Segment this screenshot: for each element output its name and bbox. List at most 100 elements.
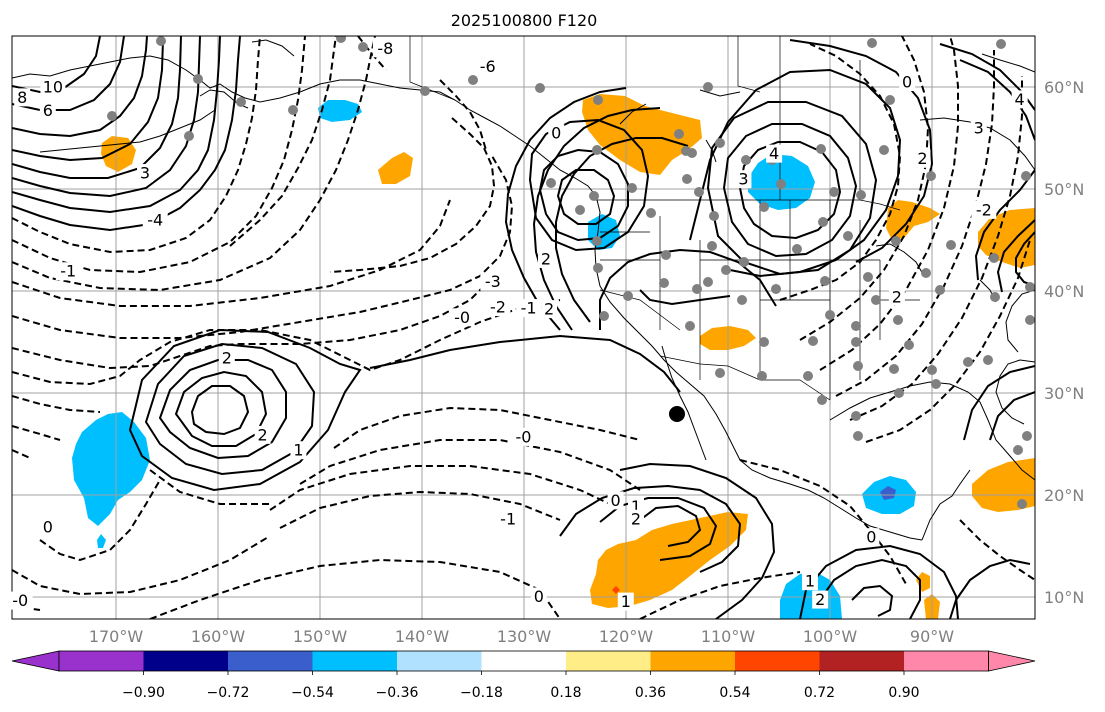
colorbar-under-extension [11, 650, 60, 672]
lon-tick-label: 160°W [191, 627, 246, 646]
contour-label: -8 [377, 39, 393, 58]
contour-label: -2 [976, 200, 992, 219]
lon-tick-label: 90°W [910, 627, 954, 646]
contour-label-background [372, 39, 398, 58]
contour-label-background [888, 287, 905, 306]
contour-label-background [971, 200, 997, 219]
lat-tick-label: 50°N [1044, 180, 1084, 199]
colorbar-segment [59, 651, 144, 671]
lat-tick-label: 60°N [1044, 78, 1084, 97]
colorbar-segment [143, 651, 228, 671]
contour-label: 1 [805, 572, 815, 591]
contour-label: 3 [974, 119, 984, 138]
contour-label: -1 [60, 262, 76, 281]
contour-label: 2 [917, 149, 927, 168]
colorbar-tick-label: −0.72 [207, 685, 250, 701]
contour-label-background [516, 299, 542, 318]
contour-label: 0 [610, 491, 620, 510]
contour-label: 2 [544, 300, 554, 319]
contour-label: 10 [43, 78, 63, 97]
contour-label-background [7, 591, 33, 610]
contour-label: 2 [258, 425, 268, 444]
colorbar-segment [904, 651, 989, 671]
contour-label: 2 [892, 287, 902, 306]
contour-label-background [290, 441, 307, 460]
contour-label-background [449, 308, 475, 327]
contour-label-background [801, 572, 818, 591]
colorbar-over-extension [988, 650, 1036, 672]
contour-label-background [475, 57, 501, 76]
contour-label-background [530, 587, 547, 606]
colorbar-segment [819, 651, 904, 671]
contour-label: 2 [222, 349, 232, 368]
lon-tick-label: 130°W [497, 627, 552, 646]
contour-label-background [39, 517, 56, 536]
political-borders [409, 36, 920, 401]
contour-label-background [1011, 90, 1028, 109]
contour-label-background [55, 262, 81, 281]
map-panel [12, 36, 1035, 619]
contour-label: 4 [1015, 90, 1025, 109]
lon-tick-label: 100°W [803, 627, 858, 646]
lat-tick-label: 20°N [1044, 486, 1084, 505]
colorbar-tick-label: −0.54 [291, 685, 334, 701]
contour-label: -4 [147, 211, 163, 230]
colorbar-tick-label: 0.72 [804, 685, 835, 701]
contour-label: 2 [541, 249, 551, 268]
lon-tick-label: 140°W [395, 627, 450, 646]
contour-label: -0 [12, 591, 28, 610]
contour-label-background [39, 101, 56, 120]
contour-label-background [607, 491, 624, 510]
contour-label: -0 [516, 427, 532, 446]
contour-label: 6 [43, 101, 53, 120]
contour-label-background [14, 88, 31, 107]
contour-label-background [136, 164, 153, 183]
contour-label-background [617, 592, 634, 611]
contour-label-background [218, 349, 235, 368]
contour-label-background [511, 427, 536, 446]
contour-label-background [735, 170, 752, 189]
contour-label-background [863, 528, 880, 547]
longitude-axis: 170°W 160°W 150°W 140°W 130°W 120°W 110°… [89, 627, 954, 646]
colorbar-tick-label: 0.90 [888, 685, 919, 701]
lat-tick-label: 40°N [1044, 282, 1084, 301]
colorbar: −0.90 −0.72 −0.54 −0.36 −0.18 0.18 0.36 … [11, 650, 1036, 701]
contour-label-background [142, 211, 168, 230]
lon-tick-label: 170°W [89, 627, 144, 646]
contour-label: 4 [769, 144, 779, 163]
contour-label: 0 [866, 528, 876, 547]
contour-label-background [485, 298, 511, 317]
contour-label-background [40, 78, 66, 97]
latitude-axis: 60°N 50°N 40°N 30°N 20°N 10°N [1044, 78, 1084, 607]
location-marker [669, 406, 685, 422]
contour-label-background [480, 272, 506, 291]
contour-label: -6 [480, 57, 496, 76]
colorbar-tick-label: −0.90 [122, 685, 165, 701]
contour-label-background [812, 590, 829, 609]
lon-tick-label: 110°W [701, 627, 756, 646]
contour-label-background [970, 119, 987, 138]
contour-label: 0 [43, 517, 53, 536]
colorbar-segment [481, 651, 566, 671]
contour-label: 3 [140, 164, 150, 183]
contour-label: -1 [500, 509, 516, 528]
contour-label: 1 [293, 441, 303, 460]
contour-label-background [495, 509, 521, 528]
contour-label-background [914, 149, 931, 168]
contour-label: 1 [631, 497, 641, 516]
contour-label-background [628, 509, 645, 528]
contour-label-background [541, 300, 558, 319]
contour-label: 2 [815, 590, 825, 609]
colorbar-tick-label: 0.36 [635, 685, 666, 701]
lat-tick-label: 30°N [1044, 384, 1084, 403]
colorbar-segment [735, 651, 820, 671]
contour-label: 3 [738, 170, 748, 189]
colorbar-segment [397, 651, 482, 671]
contour-label: 0 [551, 124, 561, 143]
contour-label: -3 [485, 272, 501, 291]
contour-label-background [766, 144, 783, 163]
colorbar-tick-label: −0.18 [460, 685, 503, 701]
colorbar-segment [566, 651, 651, 671]
contour-label: 0 [534, 587, 544, 606]
